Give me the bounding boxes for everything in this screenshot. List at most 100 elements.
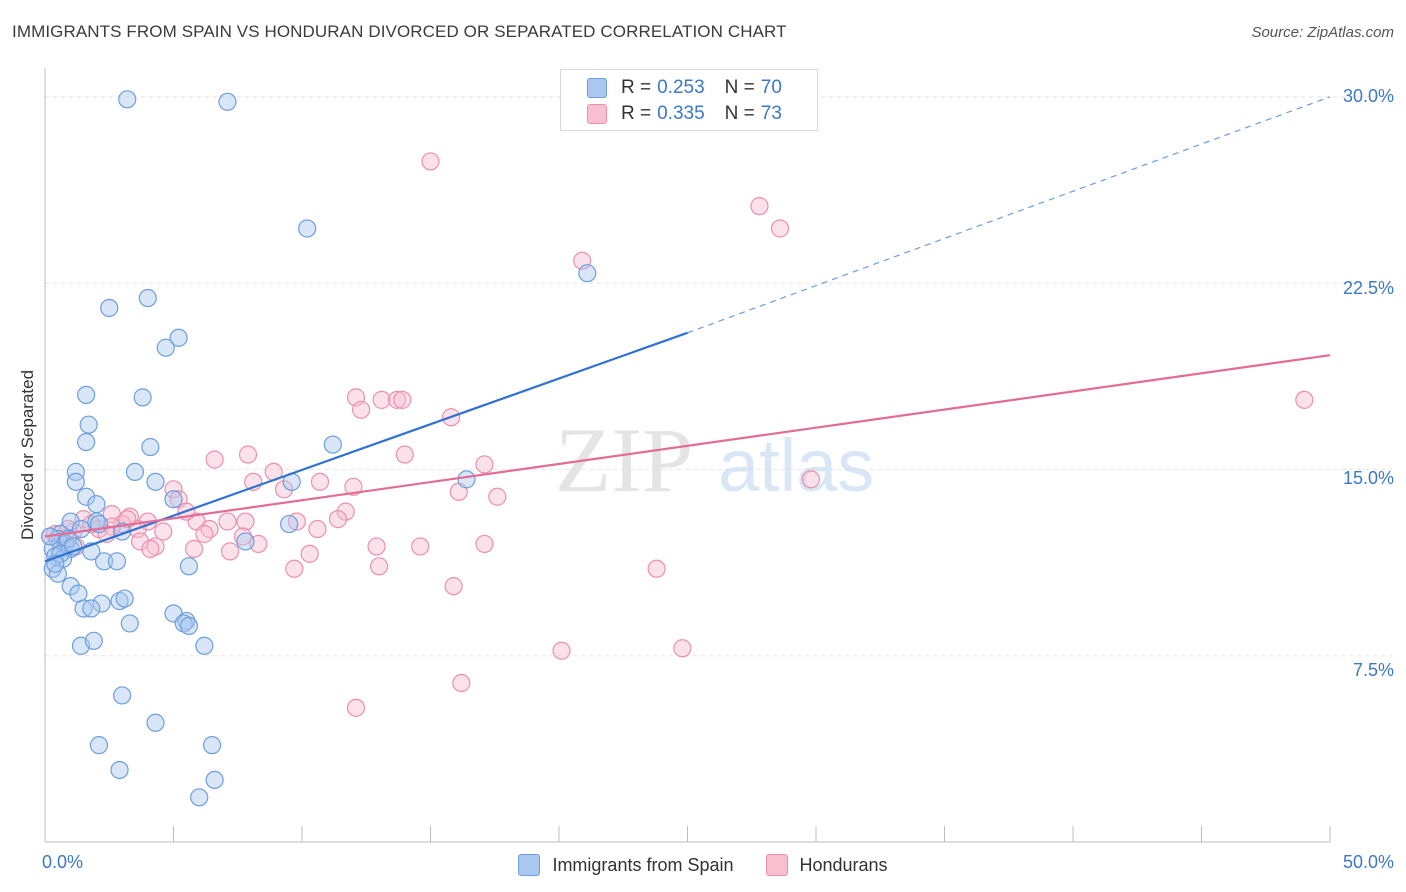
data-point [92, 594, 111, 613]
series-legend: Immigrants from Spain Hondurans [0, 852, 1406, 878]
data-point [395, 445, 414, 464]
data-point [79, 415, 98, 434]
data-point [233, 527, 252, 546]
data-point [444, 577, 463, 596]
data-point [344, 477, 363, 496]
data-point [61, 577, 80, 596]
legend-row-spain: R = 0.253 N = 70 [587, 76, 782, 100]
data-point [77, 432, 96, 452]
data-point [146, 713, 165, 732]
data-point [370, 557, 389, 576]
data-point [308, 519, 327, 539]
data-point [133, 388, 152, 407]
watermark-atlas: atlas [718, 424, 874, 507]
data-point [475, 534, 494, 554]
legend-row-hondurans: R = 0.335 N = 73 [587, 102, 782, 126]
trend-line-spain-extension [687, 96, 1331, 334]
r-value: 0.335 [657, 103, 705, 124]
data-point [146, 472, 165, 491]
data-point [452, 673, 471, 693]
data-point [236, 532, 255, 551]
legend-swatch-blue [587, 78, 607, 98]
data-point [77, 487, 96, 506]
y-tick-label: 22.5% [1342, 278, 1394, 298]
data-point [421, 152, 440, 171]
r-label: R = [621, 103, 652, 124]
gridlines [45, 96, 1392, 657]
data-point [801, 470, 820, 489]
source-label: Source: ZipAtlas.com [1251, 24, 1394, 41]
data-point [154, 522, 173, 541]
r-label: R = [621, 77, 652, 98]
chart-title: IMMIGRANTS FROM SPAIN VS HONDURAN DIVORC… [12, 22, 787, 41]
legend-swatch-pink [587, 104, 607, 124]
data-point [387, 390, 407, 409]
data-point [457, 470, 476, 489]
data-point [673, 639, 692, 658]
data-point [164, 490, 183, 509]
legend-label: Immigrants from Spain [552, 854, 734, 875]
data-point [238, 445, 258, 464]
data-point [66, 472, 85, 491]
data-point [66, 462, 85, 482]
y-tick-label: 7.5% [1352, 660, 1394, 680]
data-point [195, 524, 214, 544]
legend-swatch-blue [518, 854, 541, 876]
data-point [164, 480, 183, 499]
data-point [367, 537, 386, 556]
x-tick-label-max: 50.0% [1342, 852, 1394, 872]
trend-lines [44, 96, 1331, 563]
data-point [138, 288, 157, 308]
data-point [179, 616, 199, 636]
legend-swatch-pink [765, 854, 788, 876]
n-value: 70 [760, 77, 782, 98]
x-tick-label-min: 0.0% [42, 852, 84, 872]
data-point [77, 385, 96, 405]
data-point [87, 495, 106, 514]
data-point [552, 641, 571, 660]
data-point [352, 400, 371, 419]
data-point [125, 462, 145, 482]
data-point [475, 455, 494, 474]
data-point [179, 557, 199, 576]
correlation-legend: R = 0.253 N = 70 R = 0.335 N = 73 [560, 69, 818, 131]
y-tick-label: 30.0% [1342, 86, 1394, 106]
data-point [372, 390, 391, 409]
n-label: N = [724, 103, 755, 124]
data-point [310, 472, 330, 491]
data-point [74, 599, 93, 618]
legend-item-hondurans[interactable]: Hondurans [765, 854, 888, 876]
legend-item-spain[interactable]: Immigrants from Spain [518, 854, 734, 876]
watermark: ZIP atlas [555, 409, 874, 511]
data-point [770, 219, 790, 238]
data-point [89, 736, 109, 755]
watermark-zip: ZIP [555, 409, 693, 511]
data-point [43, 559, 62, 578]
data-point [95, 552, 114, 571]
trend-line-spain [44, 331, 688, 563]
data-point [236, 512, 255, 531]
data-point [1295, 390, 1314, 409]
data-point [200, 519, 219, 539]
data-point [300, 544, 319, 563]
data-point [280, 514, 299, 534]
data-point [82, 599, 101, 618]
data-point [411, 537, 430, 556]
data-point [323, 435, 342, 454]
axes [44, 68, 1331, 843]
data-point [328, 509, 348, 529]
data-point [336, 502, 355, 521]
data-point [218, 92, 237, 111]
series-hondurans-points [41, 152, 1314, 717]
data-point [115, 589, 134, 608]
data-point [110, 760, 129, 780]
r-value: 0.253 [657, 77, 705, 98]
data-point [647, 559, 666, 578]
data-point [184, 539, 204, 559]
y-axis-label: Divorced or Separated [18, 369, 37, 541]
data-point [220, 542, 240, 561]
data-point [141, 539, 160, 559]
data-point [190, 788, 209, 807]
data-point [112, 686, 132, 705]
